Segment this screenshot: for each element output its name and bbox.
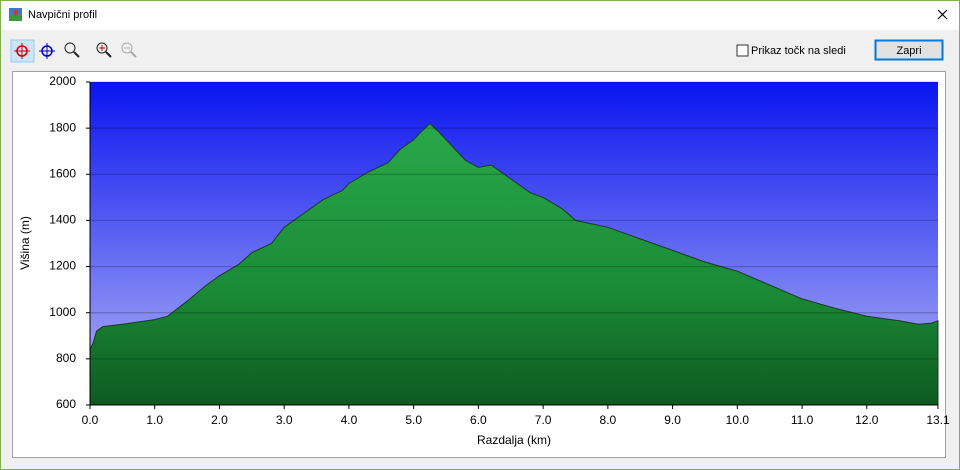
- x-tick-label: 13.1: [926, 413, 950, 427]
- x-tick-label: 4.0: [341, 413, 358, 427]
- x-tick-label: 6.0: [470, 413, 487, 427]
- y-tick-label: 1400: [49, 213, 76, 227]
- tool-zoom-area[interactable]: [64, 42, 80, 58]
- y-tick-label: 800: [56, 351, 76, 365]
- y-tick-label: 2000: [49, 74, 76, 88]
- tool-cursor-blue[interactable]: [39, 43, 55, 59]
- x-tick-label: 3.0: [276, 413, 293, 427]
- x-tick-label: 8.0: [600, 413, 617, 427]
- y-tick-label: 1000: [49, 305, 76, 319]
- elevation-area: [89, 122, 939, 406]
- title-bar: [1, 1, 959, 30]
- x-tick-label: 2.0: [211, 413, 228, 427]
- close-button[interactable]: [937, 9, 948, 20]
- toolbar: Prikaz točk na sledi Zapri: [10, 39, 944, 63]
- button-label[interactable]: Zapri: [896, 45, 921, 57]
- x-tick-label: 9.0: [664, 413, 681, 427]
- y-tick-label: 600: [56, 397, 76, 411]
- x-tick-label: 5.0: [405, 413, 422, 427]
- y-axis-label: Višina (m): [18, 216, 32, 270]
- x-tick-label: 12.0: [855, 413, 879, 427]
- x-tick-label: 10.0: [726, 413, 750, 427]
- x-tick-label: 1.0: [146, 413, 163, 427]
- tool-zoom-in[interactable]: [96, 42, 112, 58]
- x-tick-label: 0.0: [82, 413, 99, 427]
- tool-cursor-red[interactable]: [10, 39, 35, 63]
- app-icon: [9, 8, 22, 21]
- checkbox[interactable]: [736, 44, 749, 57]
- window-title: Navpični profil: [28, 9, 97, 21]
- x-axis-label: Razdalja (km): [477, 433, 551, 447]
- x-tick-label: 11.0: [791, 413, 814, 427]
- y-tick-label: 1200: [49, 259, 76, 273]
- tool-zoom-out[interactable]: [121, 42, 137, 58]
- y-tick-label: 1800: [49, 120, 76, 134]
- y-tick-label: 1600: [49, 166, 76, 180]
- x-tick-label: 7.0: [535, 413, 552, 427]
- checkbox-label[interactable]: Prikaz točk na sledi: [751, 45, 846, 57]
- close-dialog-button[interactable]: [874, 39, 944, 61]
